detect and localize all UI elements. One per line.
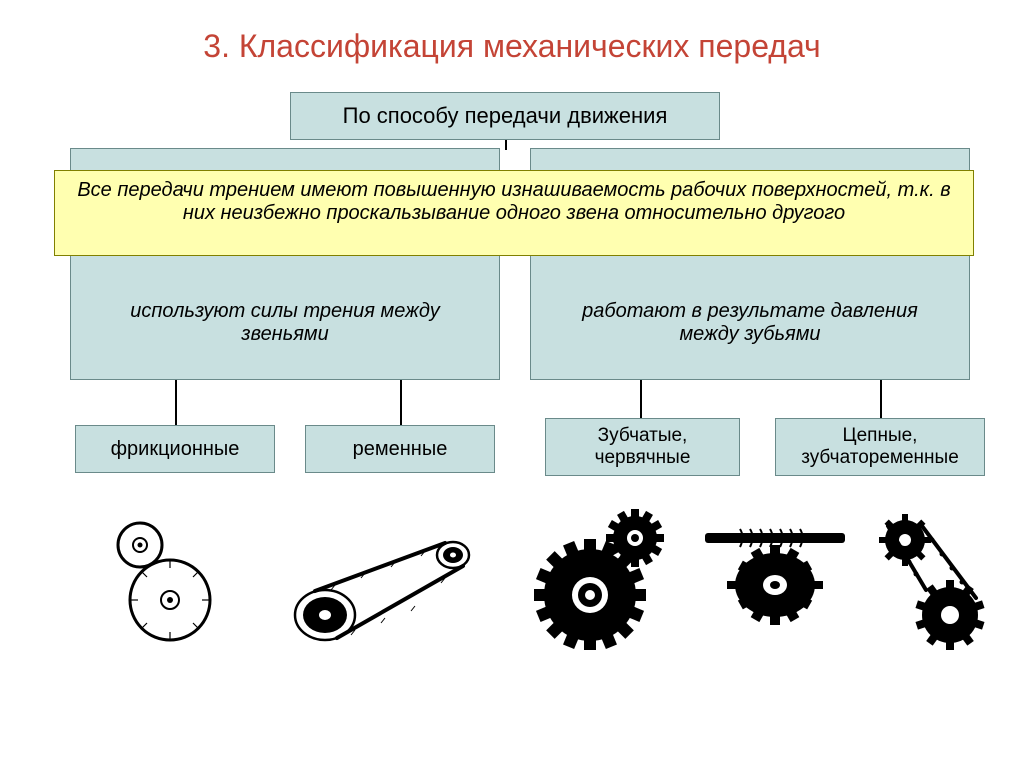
leaf-label: фрикционные <box>111 438 240 461</box>
leaf-belt: ременные <box>305 425 495 473</box>
note-text: Все передачи трением имеют повышенную из… <box>77 179 950 224</box>
connector <box>175 380 177 425</box>
leaf-label: ременные <box>353 438 448 461</box>
root-box-label: По способу передачи движения <box>343 103 668 129</box>
leaf-friction: фрикционные <box>75 425 275 473</box>
belt-icon <box>285 530 485 645</box>
connector <box>880 380 882 418</box>
connector <box>640 380 642 418</box>
chain-icon <box>870 510 990 650</box>
note-box: Все передачи трением имеют повышенную из… <box>54 170 974 256</box>
root-box: По способу передачи движения <box>290 92 720 140</box>
leaf-chain: Цепные, зубчатоременные <box>775 418 985 476</box>
page-title: 3. Классификация механических передач <box>0 28 1024 65</box>
left-desc: используют силы трения между звеньями <box>110 300 460 355</box>
worm-icon <box>700 515 850 625</box>
friction-icon <box>100 510 230 650</box>
connector <box>505 140 507 150</box>
leaf-label: Зубчатые, червячные <box>556 425 729 469</box>
connector <box>400 380 402 425</box>
gear-icon <box>530 500 680 650</box>
leaf-gear: Зубчатые, червячные <box>545 418 740 476</box>
right-desc: работают в результате давления между зуб… <box>565 300 935 355</box>
leaf-label: Цепные, зубчатоременные <box>786 425 974 469</box>
